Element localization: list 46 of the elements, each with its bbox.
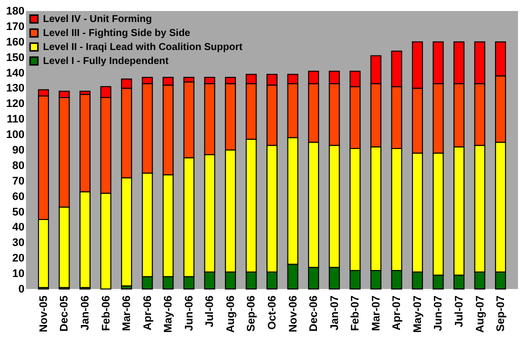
y-tick-label: 150 [6,52,24,64]
y-tick-label: 90 [12,144,24,156]
x-tick-label: Feb-06 [100,296,112,331]
x-tick-label: Sep-07 [495,296,508,332]
legend-label: Level III - Fighting Side by Side [43,28,191,39]
x-tick-label: Aug-06 [224,296,237,333]
y-tick-label: 40 [12,222,24,234]
y-tick-label: 60 [12,190,24,203]
y-tick-label: 140 [6,67,24,80]
y-tick-label: 120 [6,98,24,110]
y-tick-label: 0 [18,284,24,296]
x-tick-label: Dec-05 [58,296,71,332]
y-tick-label: 30 [12,237,24,250]
x-tick-label: Mar-07 [370,296,382,331]
x-tick-label: Jan-06 [80,296,92,330]
legend-label: Level I - Fully Independent [43,56,170,67]
y-tick-label: 160 [6,36,24,48]
x-tick-label: May-07 [412,296,424,333]
x-tick-label: Nov-05 [38,296,50,332]
x-tick-label: Sep-06 [246,296,258,332]
x-tick-label: Mar-06 [121,296,134,331]
x-tick-label: Aug-07 [474,296,486,333]
y-tick-label: 100 [6,129,24,142]
y-tick-label: 80 [12,160,24,172]
x-tick-label: Dec-06 [308,296,320,332]
x-tick-label: Oct-06 [266,296,278,330]
x-tick-label: Jun-06 [183,296,196,331]
legend-label: Level IV - Unit Forming [43,14,152,25]
x-tick-label: Jul-07 [453,296,466,328]
x-tick-label: Nov-06 [287,296,300,332]
y-tick-label: 50 [12,206,24,218]
x-tick-label: Feb-07 [350,296,362,331]
y-tick-label: 180 [6,6,24,18]
x-tick-label: Jul-06 [204,296,216,328]
x-tick-label: Apr-06 [142,296,154,330]
x-tick-label: Jun-07 [432,296,445,331]
legend-label: Level II - Iraqi Lead with Coalition Support [43,42,244,53]
y-tick-label: 170 [6,20,24,33]
y-tick-label: 110 [6,114,24,126]
y-tick-label: 20 [12,252,24,265]
x-tick-label: Apr-07 [391,296,404,330]
y-tick-label: 130 [6,82,24,95]
x-tick-label: May-06 [162,296,175,333]
x-tick-label: Jan-07 [328,296,341,330]
y-tick-label: 70 [12,175,24,188]
y-tick-label: 10 [12,268,24,280]
